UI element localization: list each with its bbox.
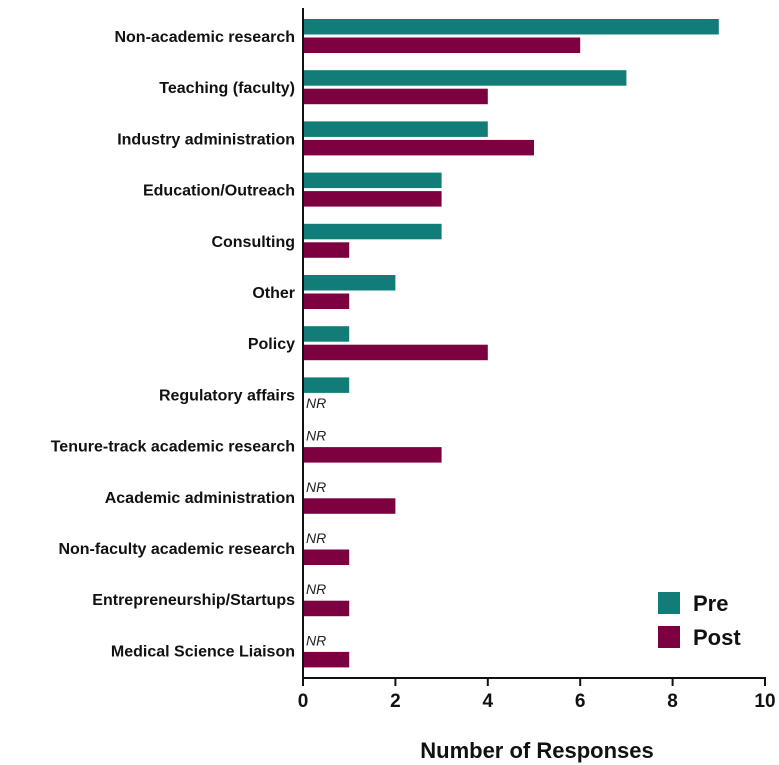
- bar-post-medical-science-liaison: [303, 651, 350, 668]
- bar-pre-consulting: [303, 223, 442, 240]
- category-label-regulatory-affairs: Regulatory affairs: [159, 387, 295, 404]
- bar-pre-non-academic-research: [303, 19, 719, 35]
- bar-post-industry-administration: [303, 139, 534, 156]
- x-axis-ticks: 0 2 4 6 8 10: [298, 678, 776, 712]
- category-label-non-faculty-academic-research: Non-faculty academic research: [58, 541, 295, 558]
- bar-post-entrepreneurship-startups: [303, 600, 350, 617]
- category-label-consulting: Consulting: [211, 234, 295, 251]
- bar-post-other: [303, 293, 350, 309]
- bar-post-teaching-faculty: [303, 88, 488, 105]
- legend-swatch-post: [658, 626, 680, 648]
- x-tick-label-4: 4: [483, 691, 494, 712]
- nr-label-pre-medical-science-liaison: NR: [306, 632, 326, 648]
- nr-label-pre-entrepreneurship-startups: NR: [306, 581, 326, 597]
- x-tick-label-10: 10: [754, 691, 775, 712]
- nr-label-pre-non-faculty-academic-research: NR: [306, 530, 326, 546]
- nr-label-pre-tenure-track-academic-research: NR: [306, 428, 326, 444]
- x-axis-title: Number of Responses: [420, 738, 654, 763]
- category-label-tenure-track-academic-research: Tenure-track academic research: [51, 439, 295, 456]
- missing-labels: NR NR NR NR NR NR: [306, 395, 326, 649]
- category-label-other: Other: [252, 285, 295, 302]
- x-tick-label-6: 6: [575, 691, 586, 712]
- category-label-policy: Policy: [248, 336, 295, 353]
- x-tick-label-2: 2: [390, 691, 401, 712]
- legend-label-pre: Pre: [693, 591, 728, 616]
- bar-pre-other: [303, 275, 396, 291]
- category-label-non-academic-research: Non-academic research: [114, 29, 295, 46]
- category-label-education-outreach: Education/Outreach: [143, 183, 295, 200]
- category-label-teaching-faculty: Teaching (faculty): [159, 80, 295, 97]
- bar-pre-regulatory-affairs: [303, 377, 350, 393]
- x-tick-label-8: 8: [667, 691, 678, 712]
- legend-swatch-pre: [658, 592, 680, 614]
- legend: Pre Post: [658, 591, 741, 650]
- bars-group: [303, 19, 719, 668]
- bar-pre-policy: [303, 326, 350, 342]
- legend-label-post: Post: [693, 625, 741, 650]
- category-label-entrepreneurship-startups: Entrepreneurship/Startups: [92, 592, 295, 609]
- category-label-medical-science-liaison: Medical Science Liaison: [111, 643, 295, 660]
- bar-post-tenure-track-academic-research: [303, 447, 442, 463]
- bar-post-consulting: [303, 242, 350, 258]
- bar-pre-teaching-faculty: [303, 70, 627, 86]
- x-tick-label-0: 0: [298, 691, 309, 712]
- category-label-academic-administration: Academic administration: [105, 490, 295, 507]
- category-labels: Non-academic research Teaching (faculty) I…: [51, 29, 295, 660]
- nr-label-post-regulatory-affairs: NR: [306, 395, 326, 411]
- bar-pre-industry-administration: [303, 121, 488, 137]
- bar-post-non-faculty-academic-research: [303, 549, 350, 565]
- bar-post-education-outreach: [303, 191, 442, 207]
- bar-post-academic-administration: [303, 498, 396, 514]
- bar-post-non-academic-research: [303, 37, 581, 53]
- bar-post-policy: [303, 344, 488, 361]
- bar-pre-education-outreach: [303, 172, 442, 189]
- category-label-industry-administration: Industry administration: [117, 131, 295, 148]
- nr-label-pre-academic-administration: NR: [306, 479, 326, 495]
